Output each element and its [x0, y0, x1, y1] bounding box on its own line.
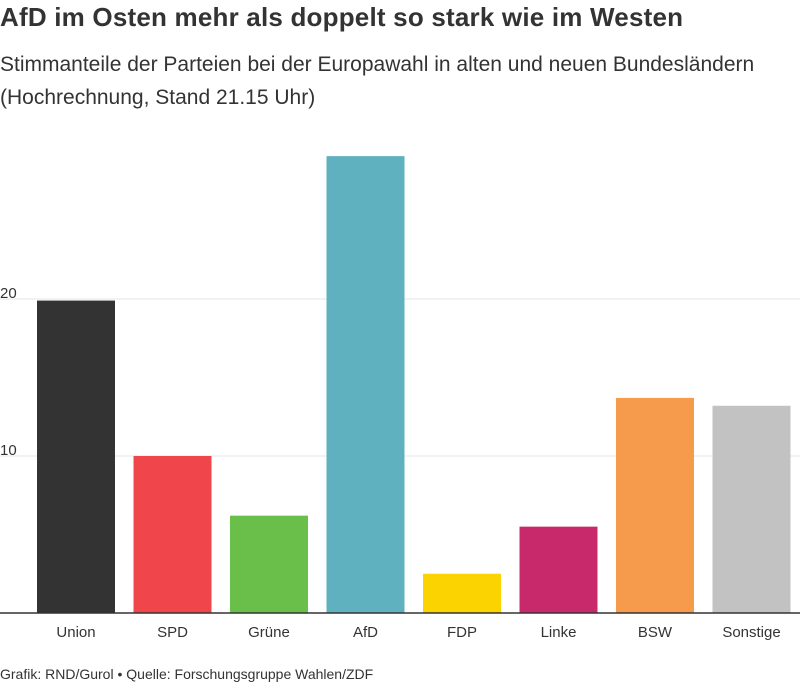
- x-tick-label: AfD: [353, 624, 378, 641]
- x-tick-label: Sonstige: [722, 624, 780, 641]
- separator-dot: •: [117, 666, 123, 682]
- bar-linke: [519, 526, 598, 613]
- credit-text: Grafik: RND/Gurol: [0, 666, 114, 682]
- x-tick-label: SPD: [157, 624, 188, 641]
- bar-sonstige: [712, 405, 791, 613]
- x-tick-label: Linke: [541, 624, 577, 641]
- chart-title: AfD im Osten mehr als doppelt so stark w…: [0, 2, 684, 32]
- y-tick-label: 10: [0, 442, 17, 459]
- bar-union: [37, 300, 115, 613]
- chart-subtitle: Stimmanteile der Parteien bei der Europa…: [0, 53, 755, 109]
- x-tick-label: FDP: [447, 624, 477, 641]
- bar-bsw: [616, 397, 694, 613]
- x-tick-label: Grüne: [248, 624, 290, 641]
- x-tick-label: Union: [56, 624, 95, 641]
- source-text: Quelle: Forschungsgruppe Wahlen/ZDF: [126, 666, 374, 682]
- y-tick-label: 20: [0, 285, 17, 302]
- source-footer: Grafik: RND/Gurol • Quelle: Forschungsgr…: [0, 666, 373, 682]
- category-labels: Union SPD Grüne AfD FDP Linke BSW Sonstige: [56, 624, 780, 641]
- bar-spd: [133, 456, 212, 613]
- bars: [37, 156, 791, 613]
- bar-afd: [326, 156, 405, 613]
- x-tick-label: BSW: [638, 624, 673, 641]
- bar-fdp: [423, 573, 501, 613]
- bar-gr-ne: [230, 515, 308, 613]
- bar-chart: 10 20 Union SPD Grüne AfD FDP Linke BSW Sonstige: [0, 156, 800, 641]
